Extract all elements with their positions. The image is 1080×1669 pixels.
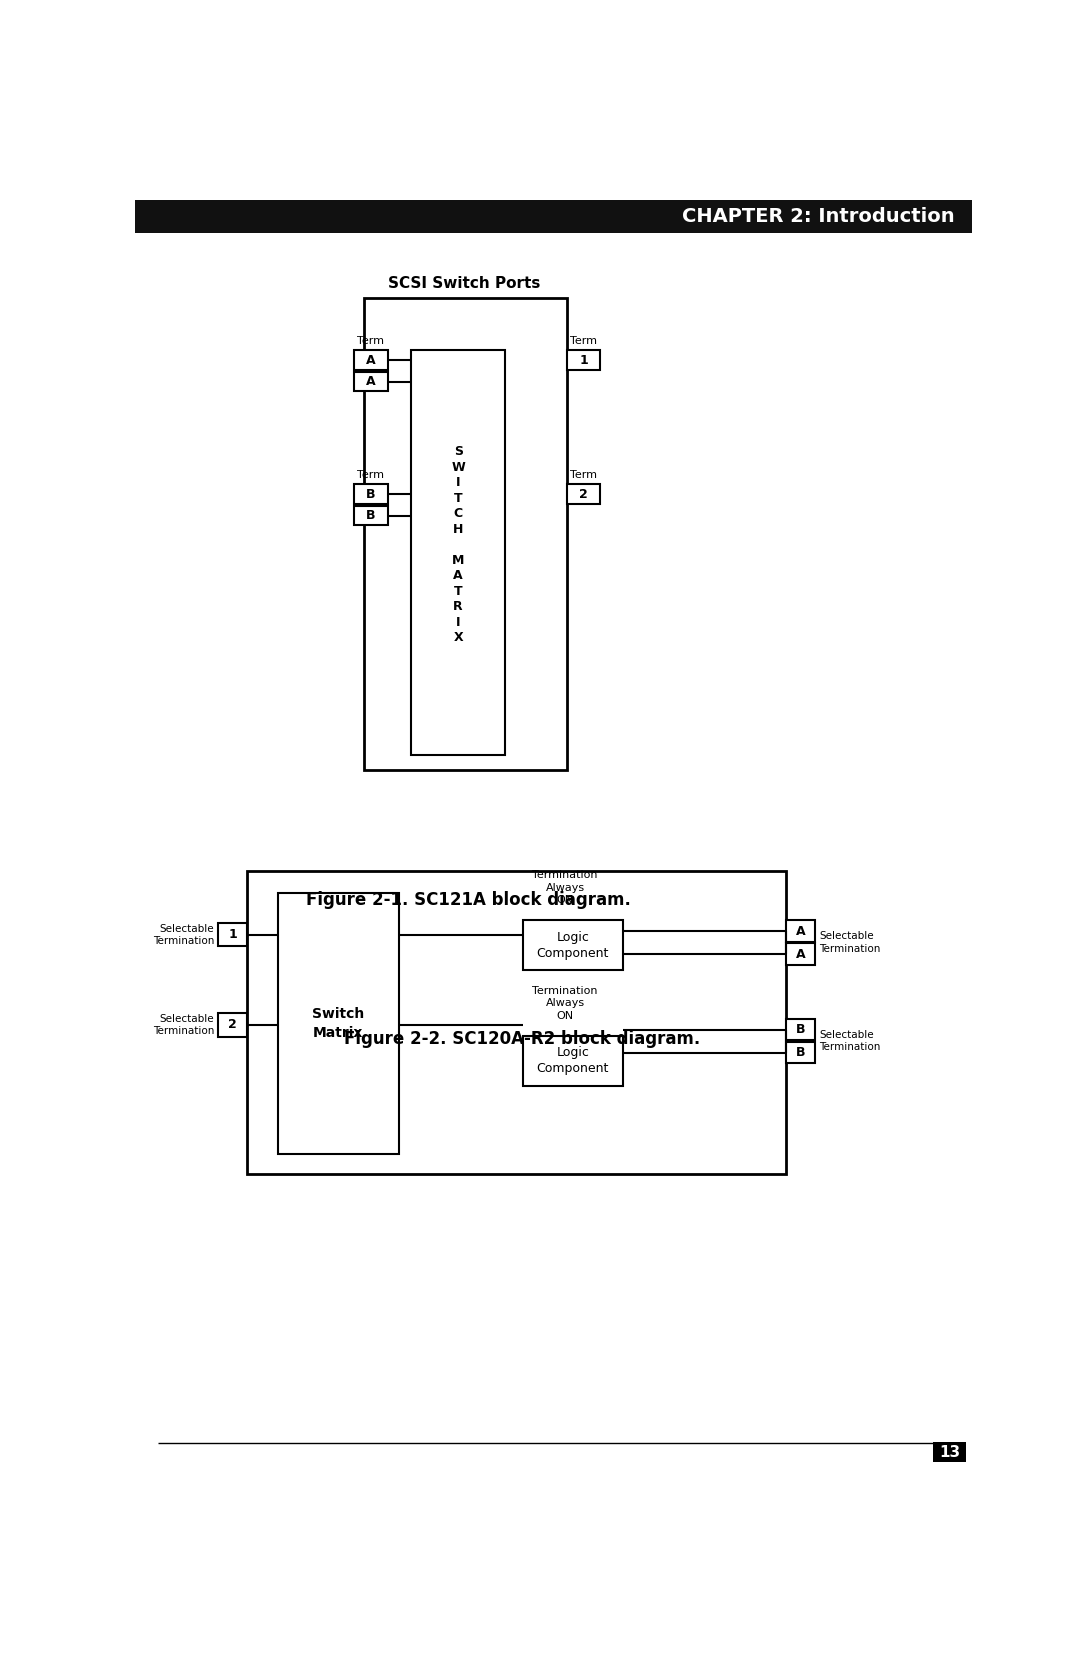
Text: CHAPTER 2: Introduction: CHAPTER 2: Introduction bbox=[683, 207, 955, 225]
Bar bbox=[353, 484, 388, 504]
Bar bbox=[786, 943, 815, 965]
Bar bbox=[353, 350, 388, 369]
Text: B: B bbox=[366, 487, 376, 501]
Bar bbox=[247, 871, 786, 1175]
Bar bbox=[135, 200, 972, 232]
Text: B: B bbox=[366, 509, 376, 522]
Bar bbox=[410, 350, 505, 754]
Bar bbox=[364, 299, 567, 769]
Bar bbox=[353, 372, 388, 391]
Text: Selectable
Termination: Selectable Termination bbox=[152, 923, 214, 946]
Text: B: B bbox=[796, 1023, 806, 1036]
Text: A: A bbox=[796, 948, 806, 961]
Text: Figure 2-1. SC121A block diagram.: Figure 2-1. SC121A block diagram. bbox=[306, 891, 631, 910]
Bar bbox=[786, 1018, 815, 1040]
Text: A: A bbox=[366, 376, 376, 389]
Text: Term: Term bbox=[570, 335, 597, 345]
Text: Term: Term bbox=[357, 471, 384, 481]
Text: Selectable
Termination: Selectable Termination bbox=[820, 931, 880, 953]
Bar bbox=[279, 893, 399, 1155]
Text: Term: Term bbox=[570, 471, 597, 481]
Bar bbox=[786, 920, 815, 941]
Text: 2: 2 bbox=[579, 487, 589, 501]
Text: 1: 1 bbox=[228, 928, 237, 941]
Bar bbox=[567, 484, 600, 504]
Text: A: A bbox=[366, 354, 376, 367]
Bar bbox=[523, 1036, 623, 1087]
Text: S
W
I
T
C
H

M
A
T
R
I
X: S W I T C H M A T R I X bbox=[451, 446, 465, 644]
Text: Term: Term bbox=[357, 335, 384, 345]
Bar bbox=[218, 1013, 247, 1036]
Bar bbox=[353, 506, 388, 526]
Text: Logic
Component: Logic Component bbox=[537, 1046, 609, 1075]
Bar bbox=[218, 923, 247, 946]
Text: 2: 2 bbox=[228, 1018, 237, 1031]
Text: Selectable
Termination: Selectable Termination bbox=[820, 1030, 880, 1053]
Text: B: B bbox=[796, 1046, 806, 1060]
Text: SCSI Switch Ports: SCSI Switch Ports bbox=[388, 275, 541, 290]
Text: Figure 2-2. SC120A-R2 block diagram.: Figure 2-2. SC120A-R2 block diagram. bbox=[345, 1030, 701, 1048]
Text: Logic
Component: Logic Component bbox=[537, 931, 609, 960]
Text: Termination
Always
ON: Termination Always ON bbox=[532, 986, 598, 1021]
Text: A: A bbox=[796, 925, 806, 938]
Text: Switch
Matrix: Switch Matrix bbox=[312, 1006, 365, 1040]
Bar bbox=[567, 350, 600, 369]
Text: 1: 1 bbox=[579, 354, 589, 367]
Text: Selectable
Termination: Selectable Termination bbox=[152, 1013, 214, 1036]
Bar bbox=[933, 1442, 966, 1462]
Bar bbox=[523, 920, 623, 970]
Text: Termination
Always
ON: Termination Always ON bbox=[532, 871, 598, 905]
Bar bbox=[786, 1041, 815, 1063]
Text: 13: 13 bbox=[939, 1445, 960, 1460]
